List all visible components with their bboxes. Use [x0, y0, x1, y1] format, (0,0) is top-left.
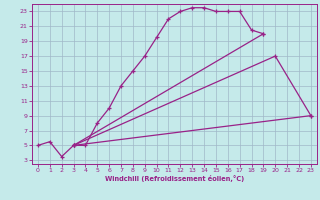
- X-axis label: Windchill (Refroidissement éolien,°C): Windchill (Refroidissement éolien,°C): [105, 175, 244, 182]
